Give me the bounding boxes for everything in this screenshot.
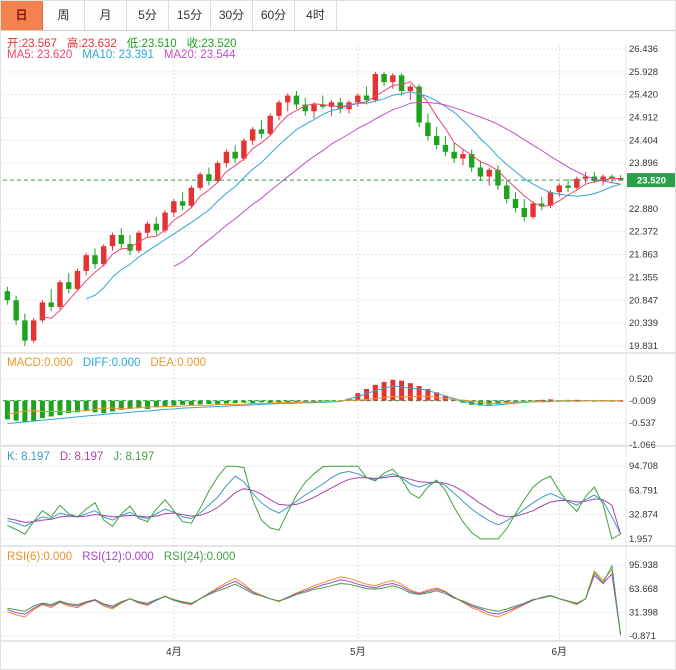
- dea-line: [7, 395, 621, 415]
- tab-week[interactable]: 周: [43, 1, 85, 30]
- ma10-line: [86, 91, 621, 300]
- tab-month[interactable]: 月: [85, 1, 127, 30]
- rsi12-line: [7, 572, 622, 635]
- rsi24-line: [7, 564, 622, 636]
- axis-tick-label: 22.880: [629, 204, 658, 215]
- axis-tick-label: -0.009: [629, 396, 656, 407]
- axis-tick-label: 94.708: [629, 461, 658, 472]
- grid-layer: [3, 45, 625, 641]
- x-axis-month-label: 5月: [350, 646, 366, 658]
- axis-tick-label: 25.420: [629, 90, 658, 101]
- axis-tick-label: 21.355: [629, 272, 658, 283]
- ma5-line: [42, 81, 621, 319]
- svg-text:23.520: 23.520: [637, 176, 666, 187]
- axis-tick-label: 19.831: [629, 341, 658, 352]
- d-line: [7, 475, 622, 535]
- diff-line: [7, 385, 621, 424]
- chart-canvas[interactable]: 26.436 25.928 25.420 24.912 24.404 23.896 22.8…: [1, 31, 676, 670]
- axis-tick-label: 23.896: [629, 158, 658, 169]
- tab-day[interactable]: 日: [1, 1, 43, 30]
- axis-tick-label: 20.339: [629, 318, 658, 329]
- axis-tick-label: 26.436: [629, 44, 658, 55]
- tab-15min[interactable]: 15分: [169, 1, 211, 30]
- series-layer: [3, 71, 625, 636]
- j-line: [7, 465, 621, 540]
- k-line: [7, 470, 622, 535]
- axis-tick-label: -0.537: [629, 418, 656, 429]
- axis-tick-label: 1.957: [629, 534, 653, 545]
- axis-tick-label: 63.668: [629, 584, 658, 595]
- ma20-line: [173, 101, 621, 267]
- axis-tick-label: 63.791: [629, 485, 658, 496]
- tab-4hour[interactable]: 4时: [295, 1, 337, 30]
- axis-tick-label: 22.372: [629, 227, 658, 238]
- current-price-tag: 23.520: [627, 173, 675, 188]
- axis-tick-label: 95.938: [629, 560, 658, 571]
- axis-tick-label: 31.398: [629, 607, 658, 618]
- axis-tick-label: 32.874: [629, 510, 658, 521]
- axis-tick-label: 21.863: [629, 250, 658, 261]
- tab-5min[interactable]: 5分: [127, 1, 169, 30]
- rsi6-line: [7, 568, 622, 635]
- tab-60min[interactable]: 60分: [253, 1, 295, 30]
- axis-tick-label: 24.912: [629, 113, 658, 124]
- axis-tick-label: 25.928: [629, 67, 658, 78]
- axis-layer: 26.436 25.928 25.420 24.912 24.404 23.896 22.8…: [1, 44, 675, 658]
- axis-tick-label: -0.871: [629, 631, 656, 642]
- axis-tick-label: 24.404: [629, 135, 658, 146]
- x-axis-month-label: 4月: [166, 646, 182, 658]
- period-toolbar: 日 周 月 5分 15分 30分 60分 4时: [1, 1, 675, 31]
- x-axis-month-label: 6月: [552, 646, 568, 658]
- tab-30min[interactable]: 30分: [211, 1, 253, 30]
- candlestick-series: [4, 71, 624, 347]
- axis-tick-label: 0.520: [629, 374, 653, 385]
- axis-tick-label: 20.847: [629, 295, 658, 306]
